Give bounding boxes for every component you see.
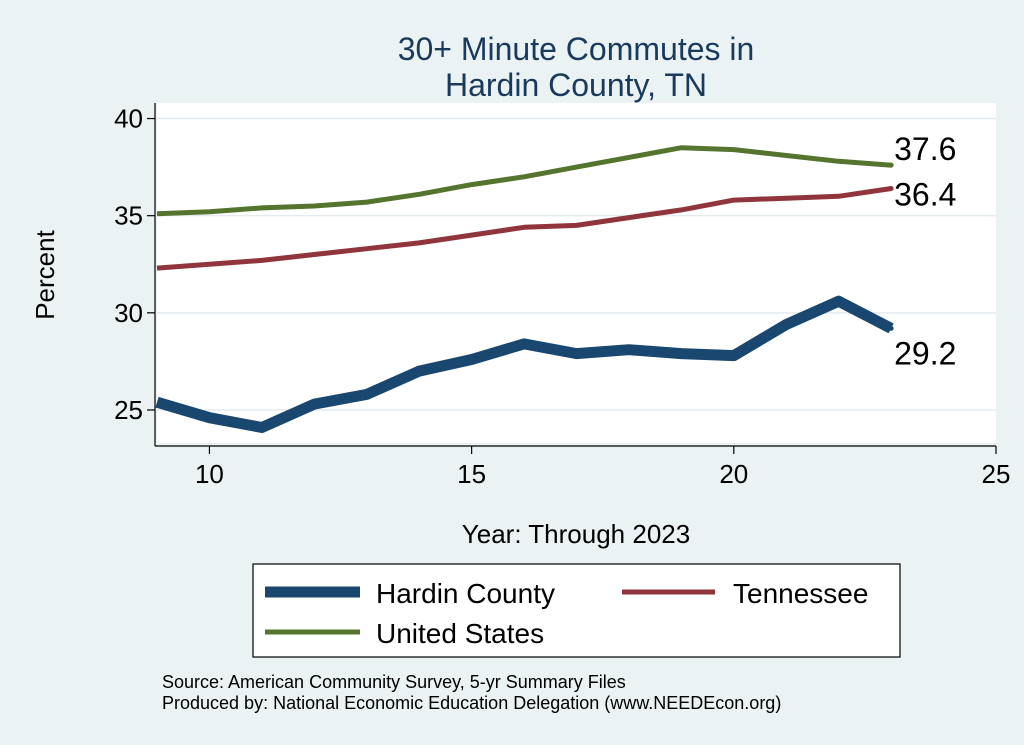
series-endpoint-tennessee: [888, 185, 894, 191]
legend-label-tennessee: Tennessee: [733, 578, 868, 609]
x-tick-label-20: 20: [719, 459, 748, 489]
y-tick-label-30: 30: [114, 298, 143, 328]
series-endpoint-hardin: [888, 325, 894, 331]
end-labels: 29.2 36.4 37.6: [894, 131, 956, 371]
legend-label-hardin: Hardin County: [376, 578, 555, 609]
axes: 25 30 35 40 10 15 20 25: [114, 103, 1010, 489]
x-tick-label-10: 10: [195, 459, 224, 489]
legend-box: [252, 563, 901, 658]
series-line-hardin: [155, 295, 894, 433]
series-line-tennessee: [156, 186, 892, 271]
y-tick-label-40: 40: [114, 104, 143, 134]
series-line-us: [156, 145, 892, 217]
chart-title-line-1: 30+ Minute Commutes in: [398, 31, 755, 67]
series-lines: [155, 145, 894, 433]
x-tick-label-25: 25: [982, 459, 1011, 489]
y-tick-label-35: 35: [114, 201, 143, 231]
end-label-us: 37.6: [894, 131, 956, 167]
x-tick-label-15: 15: [457, 459, 486, 489]
chart-title-line-2: Hardin County, TN: [445, 67, 707, 103]
series-endpoint-us: [888, 162, 894, 168]
x-axis-label: Year: Through 2023: [462, 519, 690, 549]
plot-area: [157, 103, 996, 443]
end-label-tennessee: 36.4: [894, 176, 956, 212]
y-tick-label-25: 25: [114, 395, 143, 425]
source-note: Source: American Community Survey, 5-yr …: [162, 672, 626, 692]
legend-label-us: United States: [376, 618, 544, 649]
y-axis-label: Percent: [30, 229, 60, 319]
end-label-hardin: 29.2: [894, 335, 956, 371]
legend: Hardin County Tennessee United States: [252, 563, 901, 658]
producer-note: Produced by: National Economic Education…: [162, 693, 781, 713]
